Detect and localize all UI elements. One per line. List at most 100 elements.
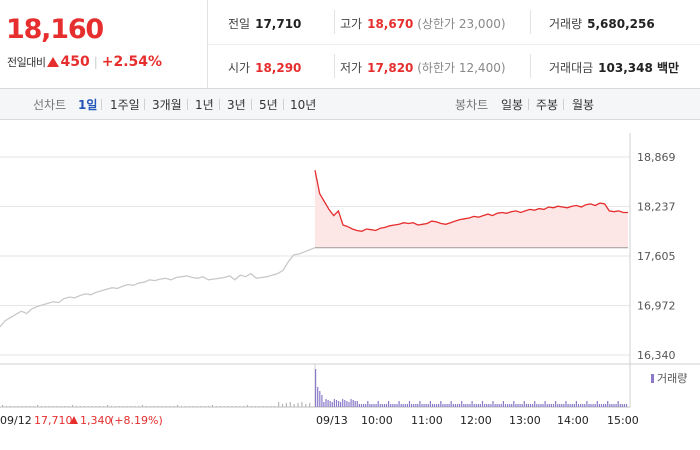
volume-bar [623,404,625,407]
volume-bar [145,406,147,407]
volume-bar [582,404,584,407]
open-price: 시가 18,290 [228,59,301,76]
volume-bar [122,406,124,407]
volume-bar [529,404,532,407]
volume-bar [169,406,171,407]
volume-bar [577,404,580,407]
tab-monthly-candle[interactable]: 월봉 [572,98,595,112]
stock-line-chart: 18,869 18,237 17,605 16,972 16,340 09/13 10:0… [0,133,700,427]
volume-bar [419,401,421,407]
tab-weekly-candle[interactable]: 주봉 [536,98,559,112]
volume-bar [385,404,388,407]
tab-10year[interactable]: 10년 [290,98,317,112]
volume-bar [615,404,617,407]
volume-bar [559,404,561,407]
divider [528,99,529,110]
volume-bar [517,404,519,407]
volume-bar [231,406,233,407]
prev-day-change: 1,340 [80,414,112,427]
volume-bar [486,404,488,407]
volume-bar [586,401,588,407]
volume-bar [425,404,427,407]
y-tick-label: 16,972 [637,300,676,313]
volume-bar [141,405,144,407]
open-value: 18,290 [255,61,302,75]
x-tick-label: 09/13 [316,414,348,427]
volume-bar [377,401,379,407]
volume-bar [309,403,311,407]
volume-bar [25,406,27,407]
volume-bar [188,406,190,407]
tab-daily-candle[interactable]: 일봉 [501,98,524,112]
upper-limit: (상한가 23,000) [417,17,506,31]
volume-bar [402,404,404,407]
tab-3month[interactable]: 3개월 [152,98,182,112]
tab-3year[interactable]: 3년 [227,98,246,112]
volume-bar [79,406,81,407]
volume-bar [594,404,596,407]
change-row: 전일대비 450 | +2.54% [7,54,162,70]
volume-bar [365,404,367,407]
volume-bar [338,401,340,407]
volume-bar [580,404,582,407]
volume-bar [130,406,132,407]
volume-bar [325,399,327,407]
volume-bar [392,404,394,407]
volume-bar [297,403,299,407]
tab-1day[interactable]: 1일 [78,98,98,112]
volume-bar [375,404,377,407]
volume-bar [91,406,93,407]
volume-bar [305,404,307,407]
current-price: 18,160 [6,14,104,45]
volume-bar [479,404,481,407]
lower-limit: (하한가 12,400) [417,61,506,75]
volume-bar [459,404,461,407]
quote-panel: 18,160 전일대비 450 | +2.54% 전일 17,710 시가 18,290 … [0,0,700,89]
volume-bar [411,404,413,407]
today-area-fill [315,170,628,248]
volume-bar [465,404,467,407]
volume-bar [350,399,352,407]
volume-bar [379,404,381,407]
volume-bar [180,406,182,407]
volume-legend-swatch [651,374,654,383]
volume-bar [438,404,440,407]
volume-bar [544,401,546,407]
volume-bar [607,401,609,407]
volume-bar [258,406,260,407]
volume-bar [219,406,221,407]
tab-1year[interactable]: 1년 [195,98,214,112]
volume-bar [442,404,444,407]
volume-bar [532,404,534,407]
today-price-line [314,170,628,232]
volume-bar [398,401,400,407]
line-chart-title: 선차트 [33,98,67,112]
volume-bar [534,401,536,407]
volume-bar [444,404,446,407]
volume-bar [215,406,217,407]
volume-bar [588,404,590,407]
volume-bar [456,404,459,407]
volume-bar [555,401,557,407]
volume-bar [611,404,613,407]
volume-bar [321,395,323,407]
low-value: 17,820 [367,61,414,75]
volume-bar [494,404,496,407]
volume-bar [274,406,276,407]
x-tick-label: 11:00 [411,414,443,427]
volume-bar [227,406,229,407]
divider [283,99,284,110]
high-label: 고가 [340,17,363,31]
volume-bar [358,404,360,407]
tab-5year[interactable]: 5년 [259,98,278,112]
x-tick-label: 13:00 [509,414,541,427]
volume-bar [153,406,155,407]
tab-1week[interactable]: 1주일 [110,98,140,112]
row-divider [208,44,700,45]
volume-bar [406,404,408,407]
volume-bar [56,406,58,407]
volume-bar [546,404,548,407]
volume-bar [527,404,529,407]
volume-bar [540,404,542,407]
y-tick-label: 18,237 [637,200,676,213]
